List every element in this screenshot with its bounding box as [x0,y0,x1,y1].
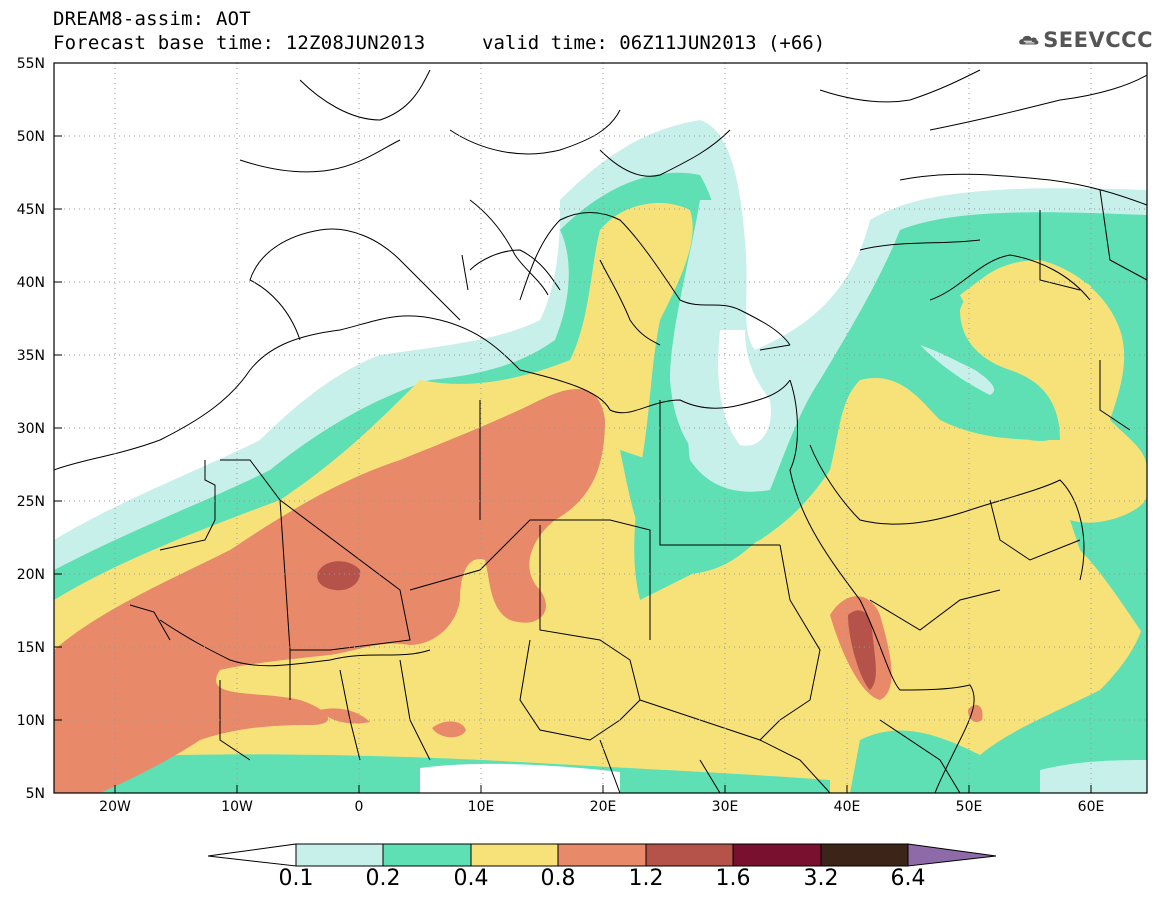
colorbar-label: 0.1 [278,866,314,891]
lon-label: 30E [711,799,739,815]
colorbar-label: 1.2 [628,866,664,891]
coastlines [129,199,981,641]
colorbar-label: 1.6 [715,866,751,891]
lat-label: 35N [16,348,45,364]
lat-label: 25N [16,494,45,510]
colorbar-above [907,843,997,867]
colorbar-below [207,843,297,867]
colorbar-c5 [645,843,734,867]
seevccc-logo: SEEVCCC [1018,24,1153,56]
lat-label: 40N [16,275,45,291]
lon-label: 60E [1077,799,1105,815]
lat-label: 45N [16,202,45,218]
logo-text: SEEVCCC [1043,28,1153,52]
lat-label: 30N [16,421,45,437]
colorbar-label: 0.4 [453,866,489,891]
colorbar-c1 [295,843,384,867]
aot-low-intrusions [54,200,1147,793]
lon-label: 20W [99,799,131,815]
colorbar-label: 0.2 [365,866,401,891]
colorbar-label: 6.4 [890,866,926,891]
lat-label: 50N [16,129,45,145]
title-line-1: DREAM8-assim: AOT [53,8,251,30]
axis-ticks [54,62,1092,793]
lon-label: 0 [354,799,364,815]
cloud-icon [1019,35,1039,45]
title-line-2: Forecast base time: 12Z08JUN2013 [53,32,426,54]
lon-label: 20E [589,799,617,815]
map-gridlines [54,63,1147,793]
colorbar-c4 [557,843,647,867]
colorbar-c2 [382,843,472,867]
lon-label: 40E [833,799,861,815]
lon-label: 50E [955,799,983,815]
colorbar-c3 [470,843,559,867]
colorbar-label: 3.2 [803,866,839,891]
lat-label: 10N [16,713,45,729]
lat-label: 20N [16,567,45,583]
aot-contour-1.2 [317,561,876,690]
lat-label: 15N [16,640,45,656]
valid-time: valid time: 06Z11JUN2013 (+66) [482,32,826,54]
colorbar [207,843,997,867]
lon-label: 10E [467,799,495,815]
colorbar-c6 [732,843,822,867]
colorbar-c7 [820,843,909,867]
colorbar-label: 0.8 [540,866,576,891]
lon-label: 10W [221,799,253,815]
lat-label: 5N [25,786,45,802]
lat-label: 55N [16,56,45,72]
